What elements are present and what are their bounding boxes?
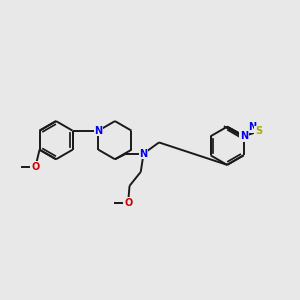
Text: O: O [124,198,132,208]
Text: N: N [94,126,103,136]
Text: N: N [248,122,256,132]
Text: methoxy: methoxy [14,167,20,168]
Text: N: N [140,148,148,159]
Text: S: S [255,127,262,136]
Text: N: N [240,131,248,141]
Text: O: O [31,162,40,172]
